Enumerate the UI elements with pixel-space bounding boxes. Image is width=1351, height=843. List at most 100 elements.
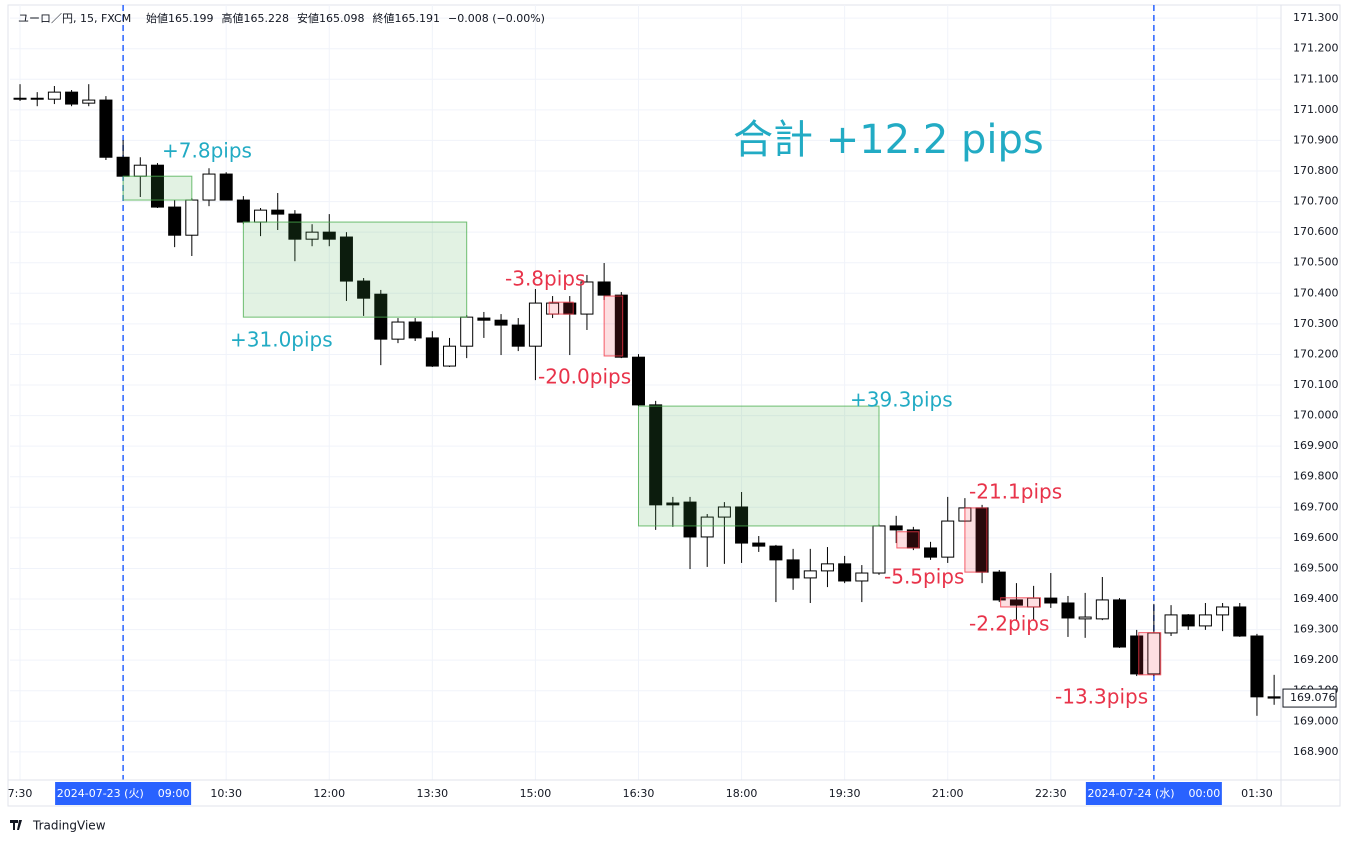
candle-body bbox=[1181, 614, 1195, 627]
x-tick-label: 01:30 bbox=[1241, 787, 1273, 800]
candle-body bbox=[649, 404, 663, 506]
ohlc-value: −0.008 (−0.00%) bbox=[448, 12, 545, 25]
y-tick-label: 169.000 bbox=[1293, 714, 1339, 727]
y-tick-label: 170.300 bbox=[1293, 317, 1339, 330]
y-tick-label: 169.600 bbox=[1293, 531, 1339, 544]
y-tick-label: 170.100 bbox=[1293, 378, 1339, 391]
trade-box bbox=[964, 507, 988, 573]
candle-body bbox=[769, 545, 783, 561]
y-tick-label: 170.600 bbox=[1293, 225, 1339, 238]
candle-body bbox=[666, 502, 680, 506]
y-tick-label: 171.100 bbox=[1293, 72, 1339, 85]
trade-label: -5.5pips bbox=[884, 565, 964, 589]
candle-body bbox=[752, 542, 766, 547]
candle-body bbox=[1095, 599, 1109, 620]
candle-body bbox=[924, 547, 938, 558]
trade-label: -3.8pips bbox=[505, 267, 585, 291]
trade-label: +7.8pips bbox=[162, 139, 252, 163]
y-tick-label: 169.500 bbox=[1293, 561, 1339, 574]
candle-body bbox=[631, 356, 645, 406]
x-tick-label: 10:30 bbox=[210, 787, 242, 800]
candle-body bbox=[254, 209, 268, 223]
candle-body bbox=[941, 520, 955, 558]
trade-label: -2.2pips bbox=[969, 612, 1049, 636]
y-tick-label: 169.400 bbox=[1293, 592, 1339, 605]
y-tick-label: 170.900 bbox=[1293, 133, 1339, 146]
candle-body bbox=[1267, 696, 1281, 699]
candle-body bbox=[1009, 599, 1023, 606]
trade-box bbox=[896, 531, 920, 549]
trade-box bbox=[637, 405, 880, 527]
x-tick-label: 2024-07-24 (水) 00:00 bbox=[1088, 787, 1221, 800]
trade-box bbox=[1000, 597, 1041, 608]
y-tick-label: 169.800 bbox=[1293, 470, 1339, 483]
y-tick-label: 169.700 bbox=[1293, 500, 1339, 513]
candle-body bbox=[82, 99, 96, 104]
trade-label: +39.3pips bbox=[850, 388, 953, 412]
ohlc-value: 安値165.098 bbox=[297, 11, 365, 25]
candle-body bbox=[735, 506, 749, 544]
candle-body bbox=[168, 206, 182, 236]
brand: TradingView bbox=[32, 819, 106, 833]
trade-box bbox=[603, 295, 624, 357]
candle-body bbox=[391, 321, 405, 340]
last-price-label: 169.076 bbox=[1290, 691, 1336, 704]
y-tick-label: 170.700 bbox=[1293, 195, 1339, 208]
candle-body bbox=[408, 321, 422, 339]
candle-body bbox=[13, 97, 27, 100]
y-tick-label: 170.000 bbox=[1293, 409, 1339, 422]
trade-label: -21.1pips bbox=[969, 480, 1062, 504]
candle-body bbox=[1078, 616, 1092, 620]
x-tick-label: 18:00 bbox=[726, 787, 758, 800]
candle-body bbox=[855, 572, 869, 582]
y-tick-label: 170.400 bbox=[1293, 286, 1339, 299]
candle-body bbox=[1216, 606, 1230, 616]
candle-body bbox=[357, 280, 371, 299]
candle-body bbox=[116, 156, 130, 177]
candle-body bbox=[305, 231, 319, 240]
x-tick-label: 21:00 bbox=[932, 787, 964, 800]
candle-body bbox=[614, 294, 628, 358]
ohlc-value: 終値165.191 bbox=[373, 11, 441, 25]
chart-frame bbox=[7, 4, 1341, 807]
candle-body bbox=[1130, 635, 1144, 675]
x-tick-label: 13:30 bbox=[416, 787, 448, 800]
x-tick-highlight bbox=[1085, 782, 1222, 805]
candle-body bbox=[202, 173, 216, 201]
candle-body bbox=[1250, 635, 1264, 698]
candle-body bbox=[1113, 599, 1127, 648]
x-tick-label: 22:30 bbox=[1035, 787, 1067, 800]
trade-box bbox=[548, 301, 574, 315]
x-tick-label: 2024-07-23 (火) 09:00 bbox=[57, 787, 190, 800]
y-tick-label: 169.900 bbox=[1293, 439, 1339, 452]
ohlc-value: 始値165.199 bbox=[146, 11, 214, 25]
y-tick-label: 168.900 bbox=[1293, 745, 1339, 758]
candle-body bbox=[1233, 606, 1247, 637]
trade-box bbox=[1138, 632, 1162, 676]
candle-body bbox=[786, 559, 800, 579]
trade-label: -20.0pips bbox=[538, 365, 631, 389]
trade-label: -13.3pips bbox=[1055, 685, 1148, 709]
candle-body bbox=[150, 164, 164, 208]
candle-body bbox=[236, 199, 250, 223]
ohlc-value: 高値165.228 bbox=[222, 11, 290, 25]
candle-body bbox=[1044, 597, 1058, 604]
candle-body bbox=[288, 213, 302, 240]
x-tick-label: 19:30 bbox=[829, 787, 861, 800]
candle-body bbox=[1061, 602, 1075, 619]
trade-box bbox=[122, 175, 193, 201]
candle-body bbox=[339, 236, 353, 282]
candle-body bbox=[700, 516, 714, 538]
x-tick-label: 15:00 bbox=[520, 787, 552, 800]
x-tick-highlight bbox=[55, 782, 192, 805]
symbol-title: ユーロ／円, 15, FXCM bbox=[18, 12, 131, 25]
candle-body bbox=[47, 91, 61, 100]
trade-box bbox=[242, 221, 468, 318]
candle-body bbox=[992, 571, 1006, 601]
candle-body bbox=[528, 302, 542, 347]
candle-body bbox=[597, 281, 611, 296]
y-tick-label: 170.800 bbox=[1293, 164, 1339, 177]
candle-body bbox=[322, 231, 336, 240]
candle-body bbox=[511, 324, 525, 347]
